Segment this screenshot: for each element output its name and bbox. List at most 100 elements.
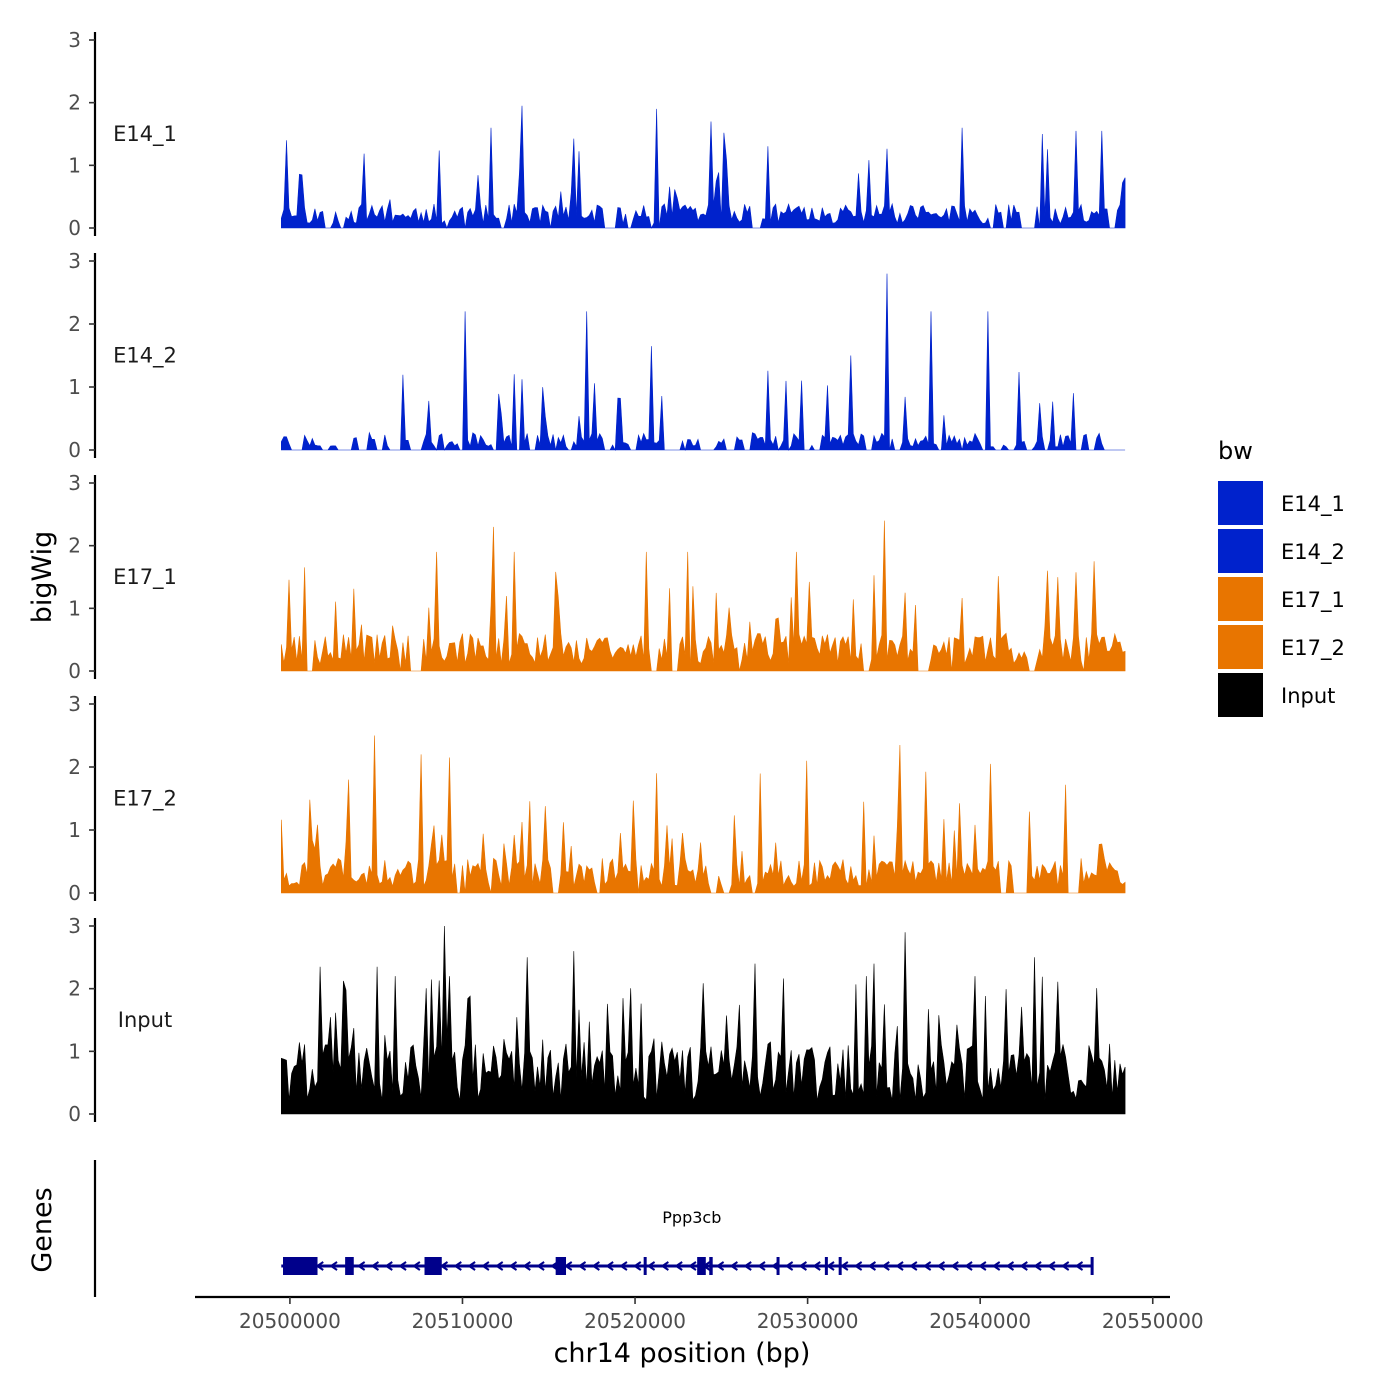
y-tick-label: 3 [68, 28, 81, 52]
strand-arrow [467, 1261, 476, 1271]
gene-exon [283, 1257, 318, 1275]
y-tick-label: 3 [68, 471, 81, 495]
strand-arrow [453, 1261, 462, 1271]
coverage-area-E14_2 [281, 273, 1126, 452]
x-axis-title: chr14 position (bp) [554, 1338, 811, 1369]
strand-arrow [494, 1261, 504, 1271]
y-tick-label: 3 [68, 914, 81, 938]
legend-label: E14_2 [1281, 540, 1345, 565]
genes-axis-title: Genes [27, 1187, 58, 1272]
legend-swatch-E14_2 [1218, 529, 1263, 573]
strand-arrow [909, 1261, 918, 1271]
coverage-tracks: 0 1 2 3 E14_1 0 1 2 3 E14_2 0 1 2 3 E17_1 0 1 2 3 E17_2 0 1 2 3… [68, 28, 1126, 1126]
strand-arrow [619, 1261, 628, 1271]
strand-arrow [798, 1261, 807, 1271]
strand-arrow [370, 1261, 380, 1271]
strand-arrow [1074, 1261, 1084, 1271]
strand-arrow [384, 1261, 393, 1271]
strand-arrow [991, 1261, 1001, 1271]
y-tick-label: 1 [68, 375, 81, 399]
strand-arrow [412, 1261, 421, 1271]
strand-arrow [715, 1261, 725, 1271]
strand-arrow [632, 1261, 642, 1271]
legend-label: E17_2 [1281, 636, 1345, 661]
x-tick-label: 20500000 [239, 1309, 341, 1333]
y-tick-label: 0 [68, 216, 81, 240]
legend-label: E14_1 [1281, 492, 1345, 517]
track-label: Input [118, 1008, 172, 1032]
y-tick-label: 3 [68, 692, 81, 716]
strand-arrow [536, 1261, 545, 1271]
strand-arrow [674, 1261, 683, 1271]
strand-arrow [398, 1261, 407, 1271]
strand-arrow [826, 1261, 835, 1271]
y-tick-label: 2 [68, 312, 81, 336]
strand-arrow [1060, 1261, 1070, 1271]
x-tick-label: 20530000 [757, 1309, 859, 1333]
gene-exon [838, 1257, 842, 1275]
legend-swatch-Input [1218, 673, 1263, 717]
strand-arrow [591, 1261, 600, 1271]
strand-arrow [743, 1261, 752, 1271]
y-tick-label: 0 [68, 438, 81, 462]
coverage-area-E17_1 [281, 520, 1126, 672]
track-label: E14_1 [113, 122, 177, 147]
strand-arrow [853, 1261, 863, 1271]
legend-label: E17_1 [1281, 588, 1345, 613]
strand-arrow [1019, 1261, 1028, 1271]
strand-arrow [784, 1261, 794, 1271]
coverage-area-E14_1 [281, 105, 1126, 229]
gene-exon [1090, 1257, 1094, 1275]
strand-arrow [757, 1261, 766, 1271]
coverage-area-Input [281, 925, 1126, 1115]
y-tick-label: 0 [68, 659, 81, 683]
strand-arrow [1005, 1261, 1015, 1271]
track-E14_1: 0 1 2 3 E14_1 [68, 28, 1126, 240]
strand-arrow [605, 1261, 614, 1271]
strand-arrow [522, 1261, 531, 1271]
gene-exon [643, 1257, 647, 1275]
track-E14_2: 0 1 2 3 E14_2 [68, 249, 1126, 462]
strand-arrow [481, 1261, 490, 1271]
legend-swatch-E14_1 [1218, 481, 1263, 525]
gene-label: Ppp3cb [662, 1208, 721, 1227]
x-tick-label: 20520000 [584, 1309, 686, 1333]
strand-arrow [329, 1261, 338, 1271]
strand-arrow [922, 1261, 932, 1271]
x-tick-label: 20540000 [929, 1309, 1031, 1333]
track-label: E17_1 [113, 565, 177, 590]
y-axis-title: bigWig [27, 531, 58, 624]
y-tick-label: 3 [68, 249, 81, 273]
strand-arrow [729, 1261, 738, 1271]
gene-exon [345, 1257, 354, 1275]
gene-exon [776, 1257, 780, 1275]
strand-arrow [950, 1261, 959, 1271]
strand-arrow [508, 1261, 518, 1271]
strand-arrow [840, 1261, 849, 1271]
strand-arrow [867, 1261, 877, 1271]
y-tick-label: 1 [68, 818, 81, 842]
strand-arrow [812, 1261, 821, 1271]
track-E17_2: 0 1 2 3 E17_2 [68, 692, 1126, 905]
gene-exon [424, 1257, 442, 1275]
genes-panel: Ppp3cb [93, 1160, 1094, 1297]
y-tick-label: 0 [68, 1102, 81, 1126]
legend-swatch-E17_2 [1218, 625, 1263, 669]
gene-exon [709, 1257, 713, 1275]
y-tick-label: 1 [68, 1039, 81, 1063]
strand-arrow [881, 1261, 890, 1271]
gene-exon [824, 1257, 828, 1275]
x-tick-label: 20550000 [1102, 1309, 1204, 1333]
y-tick-label: 2 [68, 534, 81, 558]
legend-label: Input [1281, 684, 1335, 708]
track-Input: 0 1 2 3 Input [68, 914, 1126, 1126]
legend-swatch-E17_1 [1218, 577, 1263, 621]
y-tick-label: 2 [68, 755, 81, 779]
y-tick-label: 1 [68, 153, 81, 177]
coverage-area-E17_2 [281, 735, 1126, 894]
legend-title: bw [1218, 437, 1253, 465]
strand-arrow [577, 1261, 587, 1271]
y-tick-label: 0 [68, 881, 81, 905]
gene-exon [697, 1257, 706, 1275]
strand-arrow [688, 1261, 697, 1271]
